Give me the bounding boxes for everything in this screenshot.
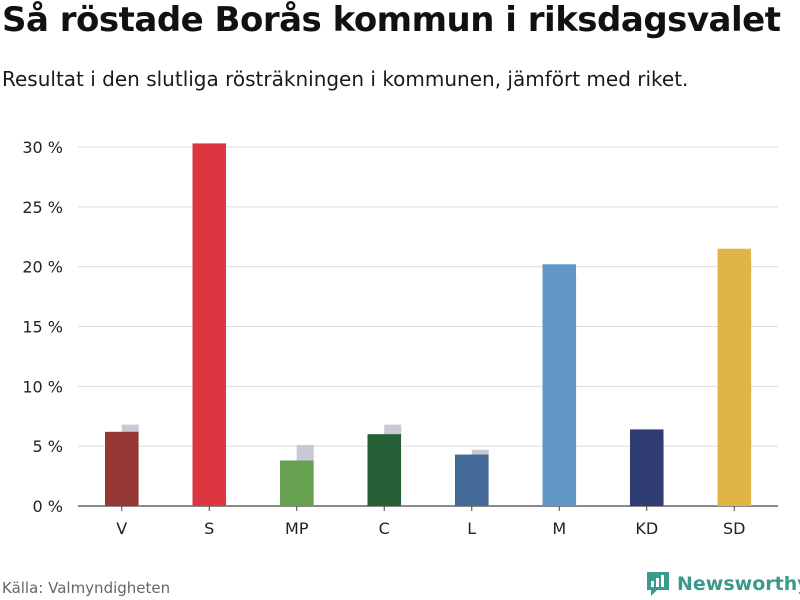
logo-text: Newsworthy <box>677 573 800 595</box>
y-tick-label: 10 % <box>22 377 63 396</box>
x-tick-label: KD <box>635 519 658 538</box>
y-tick-label: 20 % <box>22 258 63 277</box>
bars <box>105 143 752 511</box>
x-tick-label: S <box>204 519 214 538</box>
x-tick-label: V <box>116 519 127 538</box>
bar-boras-c <box>367 434 401 506</box>
bar-boras-m <box>542 264 576 506</box>
x-tick-label: L <box>467 519 476 538</box>
y-tick-label: 15 % <box>22 318 63 337</box>
y-tick-labels: 0 % 5 % 10 % 15 % 20 % 25 % 30 % <box>22 138 63 516</box>
y-tick-label: 0 % <box>33 497 63 516</box>
bar-boras-s <box>192 143 226 506</box>
x-tick-labels: V S MP C L M KD SD <box>116 519 745 538</box>
y-tick-label: 25 % <box>22 198 63 217</box>
x-tick-label: SD <box>723 519 745 538</box>
newsworthy-logo: Newsworthy <box>645 570 800 598</box>
y-tick-label: 5 % <box>33 437 63 456</box>
y-tick-label: 30 % <box>22 138 63 157</box>
bar-chart-speech-icon <box>647 572 669 596</box>
x-tick-label: MP <box>285 519 309 538</box>
bar-boras-kd <box>630 429 664 506</box>
x-tick-label: M <box>552 519 566 538</box>
bar-boras-v <box>105 431 139 506</box>
chart-title: Så röstade Borås kommun i riksdagsvalet <box>2 0 781 40</box>
bar-boras-sd <box>717 248 751 506</box>
bar-boras-mp <box>280 460 314 506</box>
bar-chart: 0 % 5 % 10 % 15 % 20 % 25 % 30 % V S MP C L M KD SD <box>22 138 778 538</box>
source-note: Källa: Valmyndigheten <box>2 579 171 597</box>
bar-boras-l <box>455 454 489 506</box>
chart-subtitle: Resultat i den slutliga rösträkningen i … <box>2 67 689 91</box>
x-tick-label: C <box>379 519 390 538</box>
grid-lines <box>78 146 778 507</box>
